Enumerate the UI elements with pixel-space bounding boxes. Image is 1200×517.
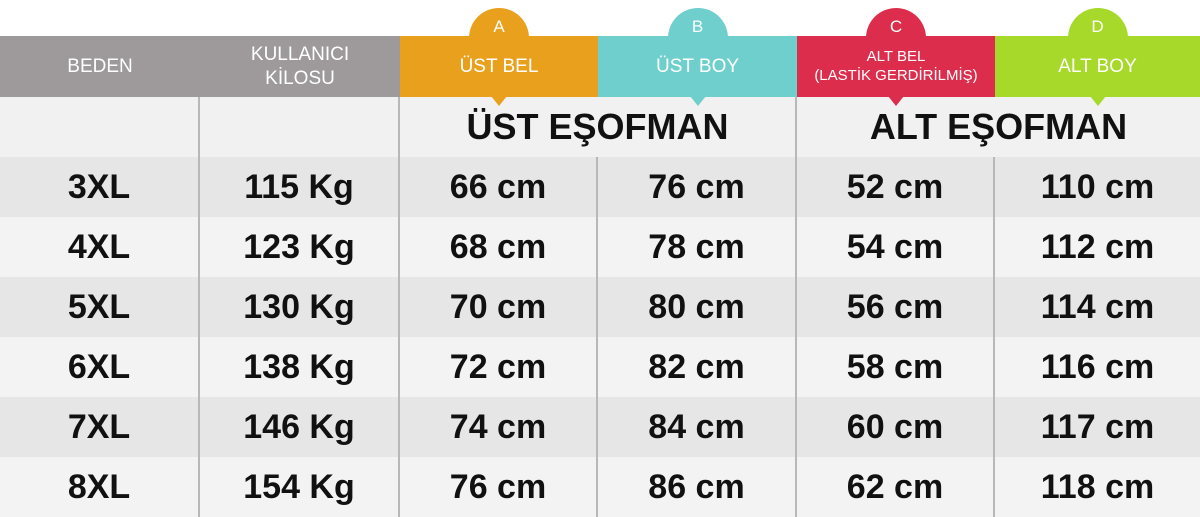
- group-row: ÜST EŞOFMAN ALT EŞOFMAN: [0, 97, 1200, 157]
- table-row: 8XL 154 Kg 76 cm 86 cm 62 cm 118 cm: [0, 457, 1200, 517]
- table-cell: 154 Kg: [200, 457, 400, 517]
- table-cell: 118 cm: [1040, 467, 1155, 506]
- table-cell: 54 cm: [797, 217, 995, 277]
- table-cell: 68 cm: [400, 217, 598, 277]
- table-cell: 110 cm: [1040, 167, 1155, 206]
- table-row: 6XL 138 Kg 72 cm 82 cm 58 cm 116 cm: [0, 337, 1200, 397]
- table-row: 3XL 115 Kg 66 cm 76 cm 52 cm 110 cm: [0, 157, 1200, 217]
- table-cell: 6XL: [0, 337, 200, 397]
- table-cell: 66 cm: [400, 157, 598, 217]
- table-cell: 58 cm: [797, 337, 995, 397]
- table-cell: 5XL: [0, 277, 200, 337]
- table-cell: 86 cm: [598, 457, 797, 517]
- group-upper: ÜST EŞOFMAN: [400, 97, 797, 157]
- table-cell: 74 cm: [400, 397, 598, 457]
- table-row: 7XL 146 Kg 74 cm 84 cm 60 cm 117 cm: [0, 397, 1200, 457]
- column-header: C ALT BEL (LASTİK GERDİRİLMİŞ): [797, 8, 995, 106]
- column-header: BEDEN: [0, 36, 200, 97]
- table-cell: 130 Kg: [200, 277, 400, 337]
- column-header-label: ÜST BOY: [655, 55, 740, 77]
- column-header: A ÜST BEL: [400, 8, 598, 106]
- table-cell: 80 cm: [598, 277, 797, 337]
- table-cell: 84 cm: [598, 397, 797, 457]
- table-cell: 117 cm: [1040, 407, 1155, 446]
- table-cell: 52 cm: [797, 157, 995, 217]
- table-body: 3XL 115 Kg 66 cm 76 cm 52 cm 110 cm 4XL 123 Kg 6…: [0, 157, 1200, 517]
- empty-cell: [200, 97, 400, 157]
- column-header-label: KULLANICI KİLOSU: [250, 43, 350, 89]
- table-row: 5XL 130 Kg 70 cm 80 cm 56 cm 114 cm: [0, 277, 1200, 337]
- table-cell: 62 cm: [797, 457, 995, 517]
- table-cell: 112 cm: [1040, 227, 1155, 266]
- column-header-label: ALT BOY: [1058, 55, 1137, 77]
- table-cell: 82 cm: [598, 337, 797, 397]
- table-cell: 7XL: [0, 397, 200, 457]
- pointer-icon: [491, 96, 507, 106]
- table-cell: 76 cm: [598, 157, 797, 217]
- table-cell: 115 Kg: [200, 157, 400, 217]
- table-cell: 76 cm: [400, 457, 598, 517]
- table-cell: 72 cm: [400, 337, 598, 397]
- header-row: BEDEN KULLANICI KİLOSU A ÜST BEL B ÜST BOY C AL…: [0, 8, 1200, 106]
- pointer-icon: [1089, 96, 1106, 106]
- size-chart: BEDEN KULLANICI KİLOSU A ÜST BEL B ÜST BOY C AL…: [0, 8, 1200, 517]
- column-header-label: ALT BEL (LASTİK GERDİRİLMİŞ): [814, 47, 978, 84]
- table-cell: 3XL: [0, 157, 200, 217]
- table-cell: 8XL: [0, 457, 200, 517]
- column-header: D ALT BOY: [995, 8, 1200, 106]
- table-row: 4XL 123 Kg 68 cm 78 cm 54 cm 112 cm: [0, 217, 1200, 277]
- table-cell: 56 cm: [797, 277, 995, 337]
- table-cell: 146 Kg: [200, 397, 400, 457]
- group-lower: ALT EŞOFMAN: [869, 106, 1128, 147]
- table-cell: 70 cm: [400, 277, 598, 337]
- column-badge: B: [667, 8, 728, 52]
- column-header-label: ÜST BEL: [459, 55, 539, 77]
- table-cell: 60 cm: [797, 397, 995, 457]
- column-header-label: BEDEN: [67, 55, 133, 77]
- column-badge: C: [866, 8, 926, 52]
- column-badge: D: [1067, 8, 1128, 52]
- table-cell: 114 cm: [1040, 287, 1155, 326]
- pointer-icon: [888, 96, 904, 106]
- column-header: B ÜST BOY: [598, 8, 797, 106]
- column-header: KULLANICI KİLOSU: [200, 36, 400, 97]
- table-cell: 138 Kg: [200, 337, 400, 397]
- empty-cell: [0, 97, 200, 157]
- table-cell: 78 cm: [598, 217, 797, 277]
- table-cell: 123 Kg: [200, 217, 400, 277]
- table-cell: 4XL: [0, 217, 200, 277]
- pointer-icon: [689, 96, 706, 106]
- column-badge: A: [469, 8, 529, 52]
- table-cell: 116 cm: [1040, 347, 1155, 386]
